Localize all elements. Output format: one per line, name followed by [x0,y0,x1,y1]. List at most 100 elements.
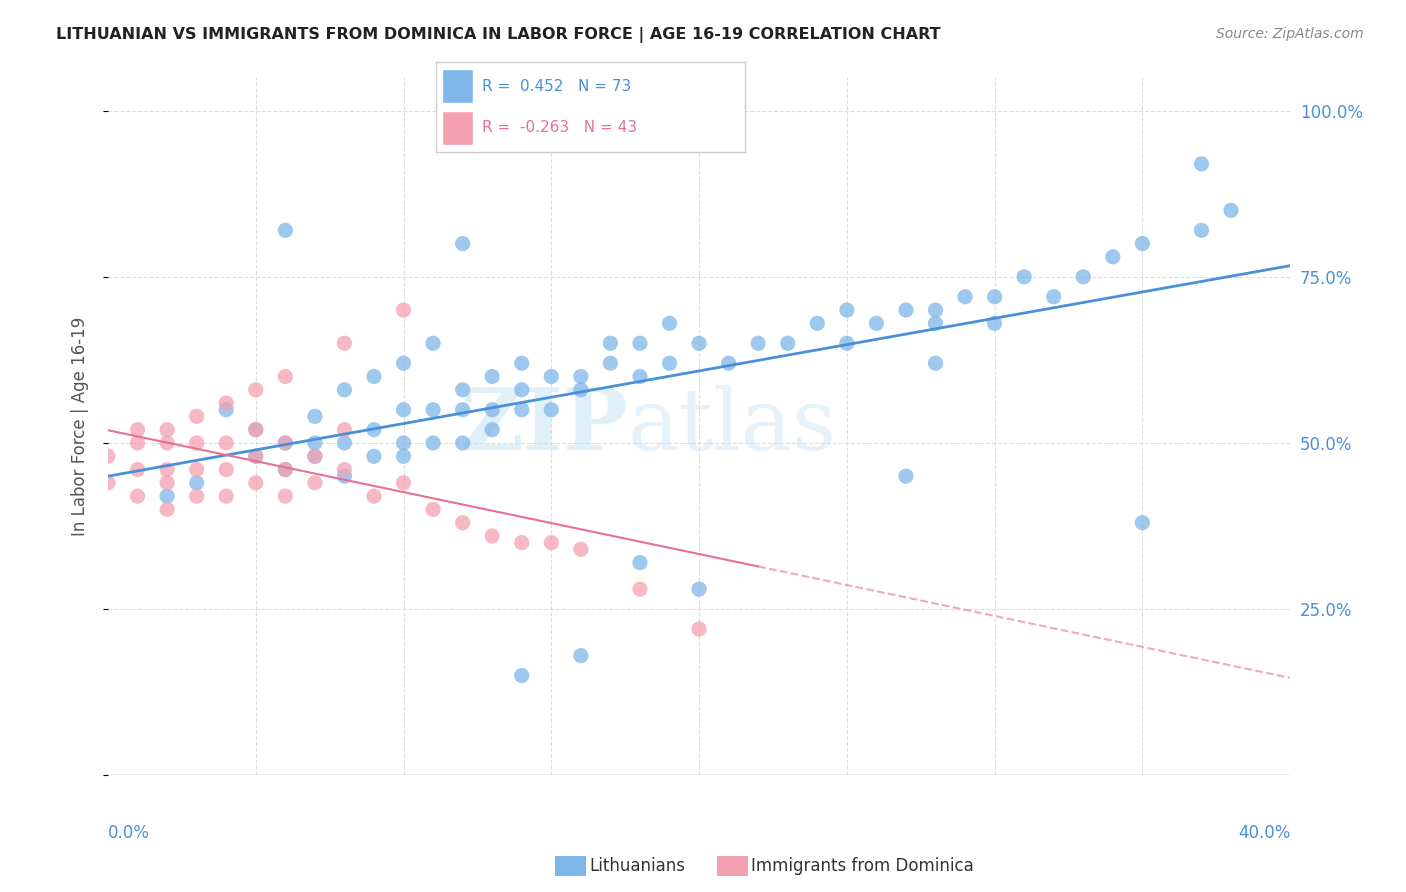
Text: R =  0.452   N = 73: R = 0.452 N = 73 [482,79,631,94]
Point [422,436,444,450]
Text: Lithuanians: Lithuanians [589,857,685,875]
Point [510,668,533,682]
Point [599,356,621,370]
Point [363,369,385,384]
Point [156,502,179,516]
Point [747,336,769,351]
Point [1191,157,1213,171]
Point [333,423,356,437]
Point [688,336,710,351]
Point [894,303,917,318]
Point [392,449,415,463]
Point [776,336,799,351]
Bar [441,69,472,103]
Point [451,236,474,251]
Point [127,423,149,437]
Point [245,449,267,463]
Point [245,423,267,437]
Point [274,489,297,503]
Point [274,436,297,450]
Point [481,369,503,384]
Point [422,402,444,417]
Point [333,336,356,351]
Point [658,356,681,370]
Point [540,535,562,549]
Point [806,316,828,330]
Point [215,396,238,410]
Point [156,489,179,503]
Point [333,436,356,450]
Point [363,449,385,463]
Point [215,489,238,503]
Point [688,582,710,596]
Point [245,383,267,397]
Point [97,475,120,490]
Point [540,369,562,384]
Point [215,402,238,417]
Point [392,475,415,490]
Point [628,556,651,570]
Text: Immigrants from Dominica: Immigrants from Dominica [751,857,973,875]
Bar [441,111,472,145]
Point [333,383,356,397]
Point [245,475,267,490]
Point [481,423,503,437]
Point [422,336,444,351]
Point [717,356,740,370]
Point [186,475,208,490]
Point [569,383,592,397]
Point [510,383,533,397]
Point [451,383,474,397]
Point [510,535,533,549]
Point [274,223,297,237]
Point [894,469,917,483]
Text: 40.0%: 40.0% [1237,824,1291,842]
Point [274,462,297,476]
Point [363,489,385,503]
Point [451,436,474,450]
Point [304,449,326,463]
Point [540,402,562,417]
Point [481,402,503,417]
Point [215,462,238,476]
Point [156,423,179,437]
Point [156,475,179,490]
Point [392,436,415,450]
Point [186,436,208,450]
Point [451,516,474,530]
Point [924,356,946,370]
Point [451,402,474,417]
Point [628,369,651,384]
Point [835,336,858,351]
Point [245,449,267,463]
Point [127,436,149,450]
Point [924,316,946,330]
Text: LITHUANIAN VS IMMIGRANTS FROM DOMINICA IN LABOR FORCE | AGE 16-19 CORRELATION CH: LITHUANIAN VS IMMIGRANTS FROM DOMINICA I… [56,27,941,43]
Point [924,303,946,318]
Point [1132,236,1154,251]
Point [628,582,651,596]
Point [304,449,326,463]
Text: Source: ZipAtlas.com: Source: ZipAtlas.com [1216,27,1364,41]
Point [510,402,533,417]
Point [245,423,267,437]
Point [304,436,326,450]
Point [569,369,592,384]
Y-axis label: In Labor Force | Age 16-19: In Labor Force | Age 16-19 [72,317,89,536]
Point [1132,516,1154,530]
Point [186,409,208,424]
Point [392,303,415,318]
Point [569,648,592,663]
Point [333,462,356,476]
Point [127,462,149,476]
Point [983,290,1005,304]
Point [481,529,503,543]
Point [215,436,238,450]
Point [688,622,710,636]
Point [392,402,415,417]
Point [186,462,208,476]
Text: R =  -0.263   N = 43: R = -0.263 N = 43 [482,120,637,135]
Point [363,423,385,437]
Text: 0.0%: 0.0% [108,824,150,842]
Point [1191,223,1213,237]
